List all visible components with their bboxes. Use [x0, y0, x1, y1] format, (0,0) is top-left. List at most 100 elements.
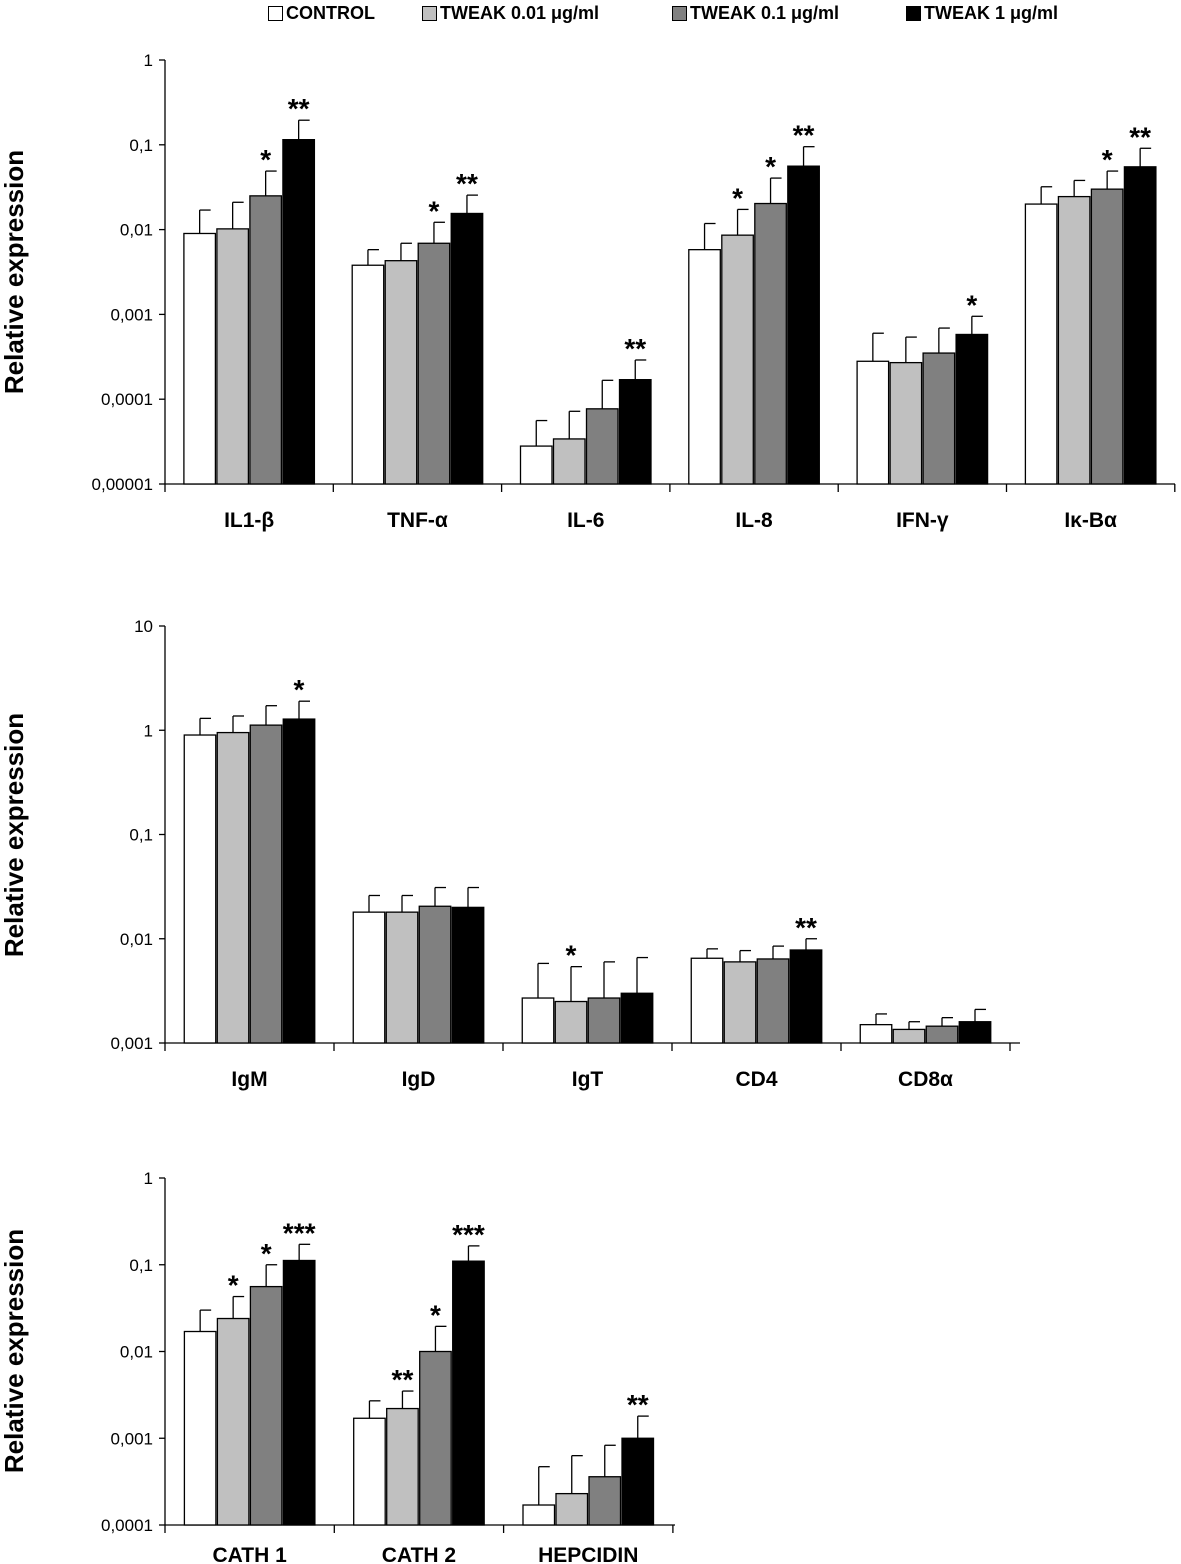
bar: [385, 911, 419, 1044]
bar: [384, 260, 418, 485]
bar: [386, 1407, 419, 1526]
y-axis-title: Relative expression: [0, 1229, 29, 1473]
bar: [554, 1000, 588, 1044]
x-category-label: CD8α: [898, 1068, 953, 1091]
chart-legend: CONTROL TWEAK 0.01 μg/ml TWEAK 0.1 μg/ml…: [0, 0, 1181, 30]
x-category-label: CATH 2: [382, 1544, 456, 1564]
x-category-label: HEPCIDIN: [538, 1544, 638, 1564]
bar: [183, 232, 217, 485]
y-tick-label: 1: [144, 51, 153, 70]
y-tick-label: 0,01: [120, 221, 153, 240]
x-category-label: IgD: [402, 1068, 436, 1091]
bar: [588, 1476, 622, 1526]
legend-label: TWEAK 1 μg/ml: [924, 2, 1059, 23]
bar: [555, 1492, 589, 1526]
bar: [1123, 166, 1157, 485]
y-tick-label: 1: [144, 721, 153, 740]
significance-marker: *: [260, 144, 271, 175]
bar: [721, 234, 754, 485]
legend-item-tweak-01: TWEAK 0.1 μg/ml: [672, 2, 839, 24]
bar: [587, 997, 621, 1044]
bar: [925, 1025, 959, 1044]
x-category-label: IL-8: [735, 509, 773, 532]
significance-marker: *: [261, 1238, 272, 1269]
bar: [754, 202, 787, 485]
legend-label: TWEAK 0.01 μg/ml: [440, 2, 600, 23]
y-tick-label: 0,01: [120, 930, 153, 949]
bar: [620, 992, 654, 1044]
y-tick-label: 0,1: [129, 1256, 153, 1275]
bar: [1090, 188, 1124, 485]
bar: [889, 361, 923, 485]
legend-label: CONTROL: [286, 2, 375, 23]
bar: [216, 228, 250, 485]
significance-marker: *: [966, 289, 977, 320]
x-category-label: IL1-β: [224, 509, 274, 532]
bar: [351, 264, 385, 485]
y-axis-title: Relative expression: [0, 713, 29, 957]
bar: [249, 195, 283, 485]
y-tick-label: 0,001: [110, 1034, 153, 1053]
legend-item-tweak-001: TWEAK 0.01 μg/ml: [422, 2, 599, 24]
legend-item-control: CONTROL: [268, 2, 375, 24]
bar: [183, 1330, 217, 1526]
bar: [216, 1317, 250, 1526]
y-tick-label: 0,0001: [101, 1516, 153, 1535]
significance-marker: *: [294, 674, 305, 705]
significance-marker: *: [1102, 144, 1113, 175]
bar: [892, 1028, 926, 1044]
x-category-label: IL-6: [567, 509, 604, 532]
x-category-label: IgM: [231, 1068, 267, 1091]
y-tick-label: 0,00001: [92, 475, 153, 494]
bar: [723, 961, 757, 1044]
legend-swatch: [268, 5, 283, 21]
bar: [417, 242, 451, 485]
bar: [282, 718, 316, 1044]
bar: [621, 1437, 655, 1526]
x-category-label: CATH 1: [213, 1544, 288, 1564]
bar: [519, 445, 553, 485]
significance-marker: **: [1129, 121, 1151, 152]
bar: [922, 352, 956, 485]
significance-marker: ***: [283, 1217, 316, 1248]
bar: [249, 724, 283, 1044]
legend-swatch: [422, 5, 437, 21]
y-axis-title: Relative expression: [0, 150, 29, 394]
significance-marker: *: [428, 195, 439, 226]
significance-marker: *: [430, 1299, 441, 1330]
legend-swatch: [906, 5, 921, 21]
significance-marker: **: [288, 93, 310, 124]
y-tick-label: 10: [134, 617, 153, 636]
bar: [418, 905, 452, 1044]
significance-marker: **: [392, 1364, 414, 1395]
bar: [451, 906, 485, 1044]
bar: [955, 333, 989, 485]
bar: [688, 249, 721, 485]
x-category-label: CD4: [735, 1068, 777, 1091]
bar: [450, 212, 484, 485]
significance-marker: **: [795, 912, 817, 943]
bar: [249, 1285, 283, 1526]
bar: [521, 997, 555, 1044]
significance-marker: *: [566, 940, 577, 971]
x-category-label: Iκ-Bα: [1064, 509, 1117, 532]
y-tick-label: 0,01: [120, 1343, 153, 1362]
significance-marker: **: [624, 333, 646, 364]
significance-marker: **: [793, 120, 815, 151]
x-category-label: IgT: [572, 1068, 604, 1091]
legend-item-tweak-1: TWEAK 1 μg/ml: [906, 2, 1058, 24]
bar: [787, 165, 820, 485]
x-category-label: IFN-γ: [896, 509, 949, 532]
y-tick-label: 0,1: [129, 136, 153, 155]
significance-marker: *: [228, 1270, 239, 1301]
y-tick-label: 1: [144, 1169, 153, 1188]
bar: [756, 958, 790, 1044]
bar: [216, 731, 250, 1044]
bar: [618, 379, 652, 485]
significance-marker: *: [732, 182, 743, 213]
bar: [690, 957, 724, 1044]
y-tick-label: 0,001: [110, 1429, 153, 1448]
bar: [958, 1021, 992, 1044]
legend-label: TWEAK 0.1 μg/ml: [690, 2, 840, 23]
y-tick-label: 0,1: [129, 826, 153, 845]
